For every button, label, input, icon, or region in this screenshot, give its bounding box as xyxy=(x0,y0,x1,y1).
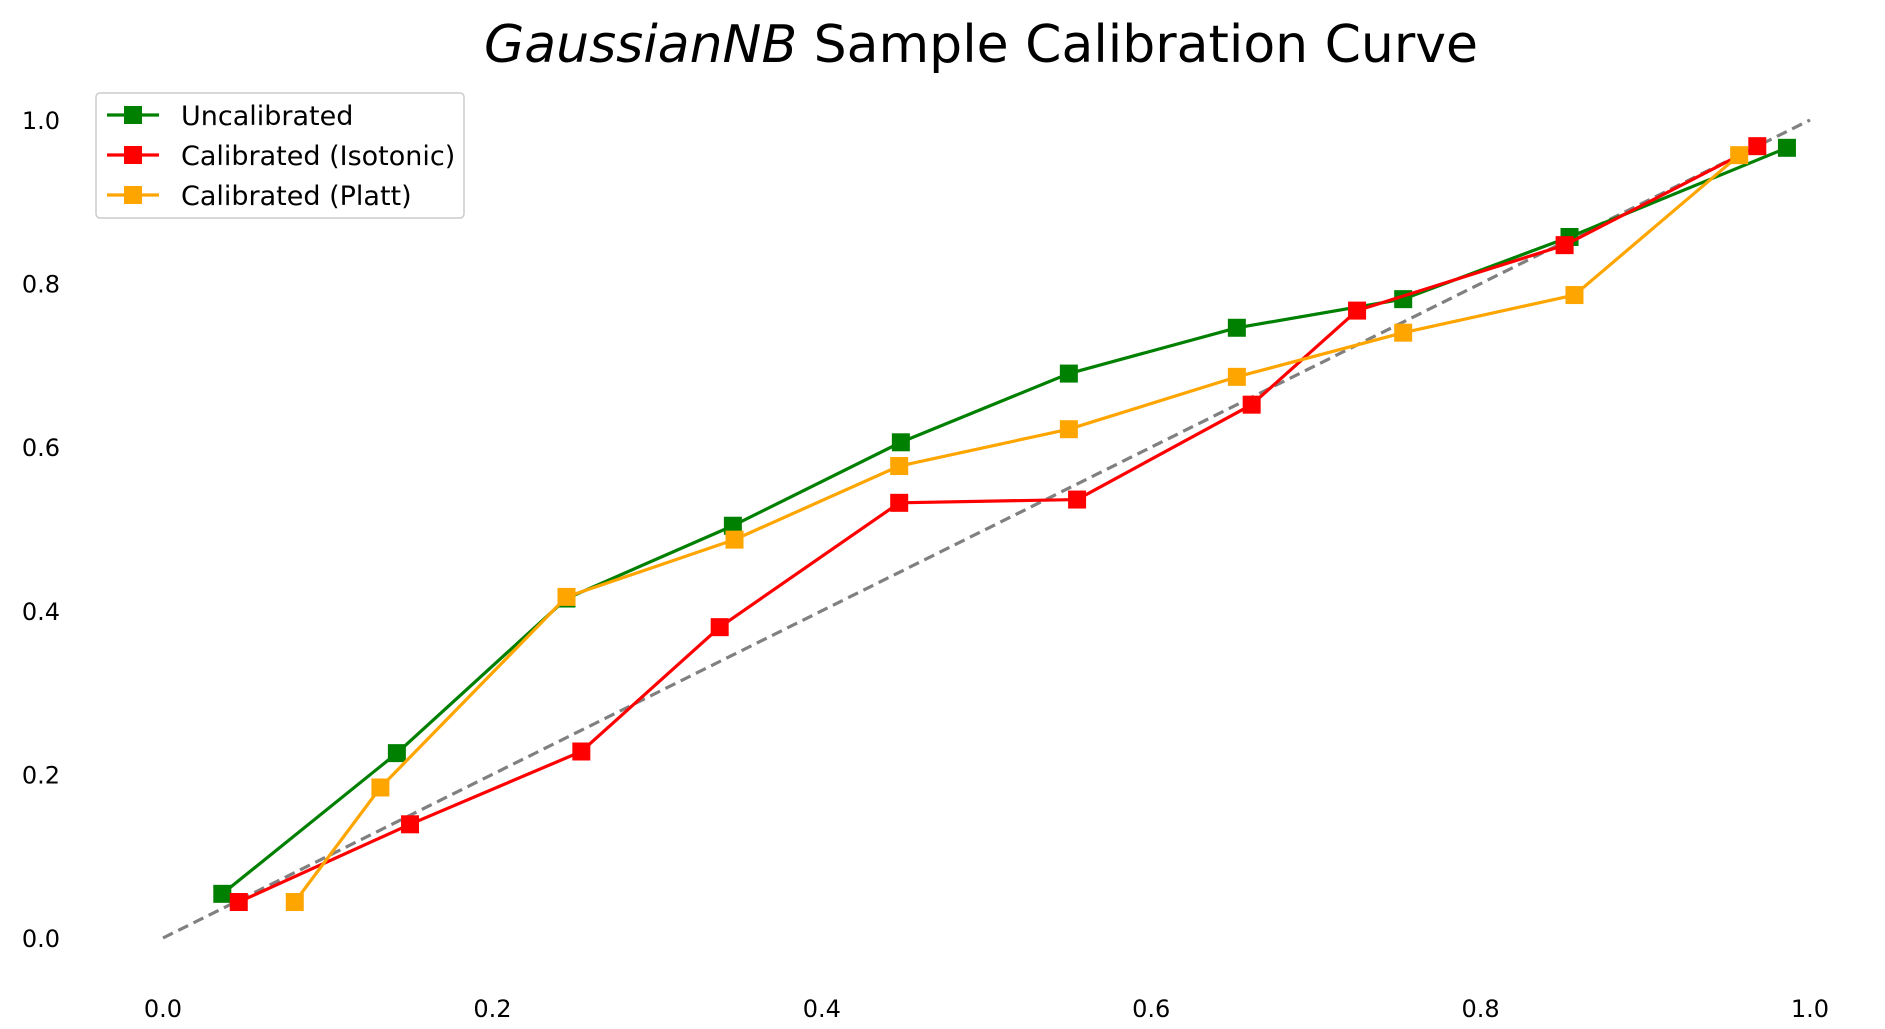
data-point xyxy=(1565,286,1584,305)
data-point xyxy=(725,530,744,549)
y-tick-label: 0.6 xyxy=(22,434,60,462)
series-line xyxy=(238,144,1759,904)
series-2 xyxy=(285,146,1749,912)
data-point xyxy=(890,493,909,512)
data-point xyxy=(1748,137,1767,156)
reference-line-layer xyxy=(162,118,1811,940)
y-tick-label: 1.0 xyxy=(22,107,60,135)
data-point xyxy=(1227,367,1246,386)
legend: Uncalibrated Calibrated (Isotonic) Calibra… xyxy=(95,92,465,219)
chart-title-rest: Sample Calibration Curve xyxy=(797,15,1478,75)
data-point xyxy=(371,778,390,797)
x-tick-label: 0.6 xyxy=(1132,995,1170,1023)
data-point xyxy=(1059,364,1078,383)
data-point xyxy=(387,744,406,763)
perfect-calibration-line xyxy=(162,118,1811,940)
x-tick-label: 0.2 xyxy=(473,995,511,1023)
x-tick-label: 0.4 xyxy=(803,995,841,1023)
data-point xyxy=(1555,236,1574,255)
legend-label: Uncalibrated xyxy=(181,101,353,132)
legend-frame xyxy=(95,92,465,219)
series-line xyxy=(221,146,1788,896)
data-point xyxy=(229,893,248,912)
data-point xyxy=(723,516,742,535)
series-1 xyxy=(229,137,1767,912)
legend-item: Uncalibrated xyxy=(107,101,353,132)
data-point xyxy=(285,893,304,912)
data-point xyxy=(1777,138,1796,157)
legend-item: Calibrated (Isotonic) xyxy=(107,141,455,172)
y-tick-label: 0.8 xyxy=(22,271,60,299)
chart-title-italic: GaussianNB xyxy=(484,15,797,75)
series-0 xyxy=(213,138,1796,903)
data-point xyxy=(1348,301,1367,320)
data-point xyxy=(890,457,909,476)
data-point xyxy=(1394,323,1413,342)
x-tick-label: 0.8 xyxy=(1462,995,1500,1023)
y-tick-label: 0.2 xyxy=(22,761,60,789)
data-point xyxy=(401,815,420,834)
legend-marker xyxy=(124,186,142,204)
data-point xyxy=(1068,490,1087,509)
legend-item: Calibrated (Platt) xyxy=(107,181,412,212)
data-point xyxy=(1059,420,1078,439)
chart-title: GaussianNB Sample Calibration Curve xyxy=(484,15,1478,75)
data-point xyxy=(213,884,232,903)
legend-marker xyxy=(124,146,142,164)
legend-marker xyxy=(124,106,142,124)
data-point xyxy=(1730,146,1749,165)
legend-label: Calibrated (Isotonic) xyxy=(181,141,455,172)
legend-label: Calibrated (Platt) xyxy=(181,181,412,212)
data-point xyxy=(572,742,591,761)
x-tick-label: 0.0 xyxy=(144,995,182,1023)
data-point xyxy=(1242,395,1261,414)
x-tick-label: 1.0 xyxy=(1791,995,1829,1023)
axis-layer: 0.0 0.2 0.4 0.6 0.8 1.0 0.0 0.2 0.4 0.6 0.8 1.0 xyxy=(22,107,1829,1023)
data-point xyxy=(891,433,910,452)
data-point xyxy=(710,618,729,637)
y-tick-label: 0.0 xyxy=(22,925,60,953)
series-line xyxy=(293,153,1741,903)
series-layer xyxy=(213,137,1796,912)
y-tick-label: 0.4 xyxy=(22,598,60,626)
data-point xyxy=(1227,318,1246,337)
data-point xyxy=(557,587,576,606)
